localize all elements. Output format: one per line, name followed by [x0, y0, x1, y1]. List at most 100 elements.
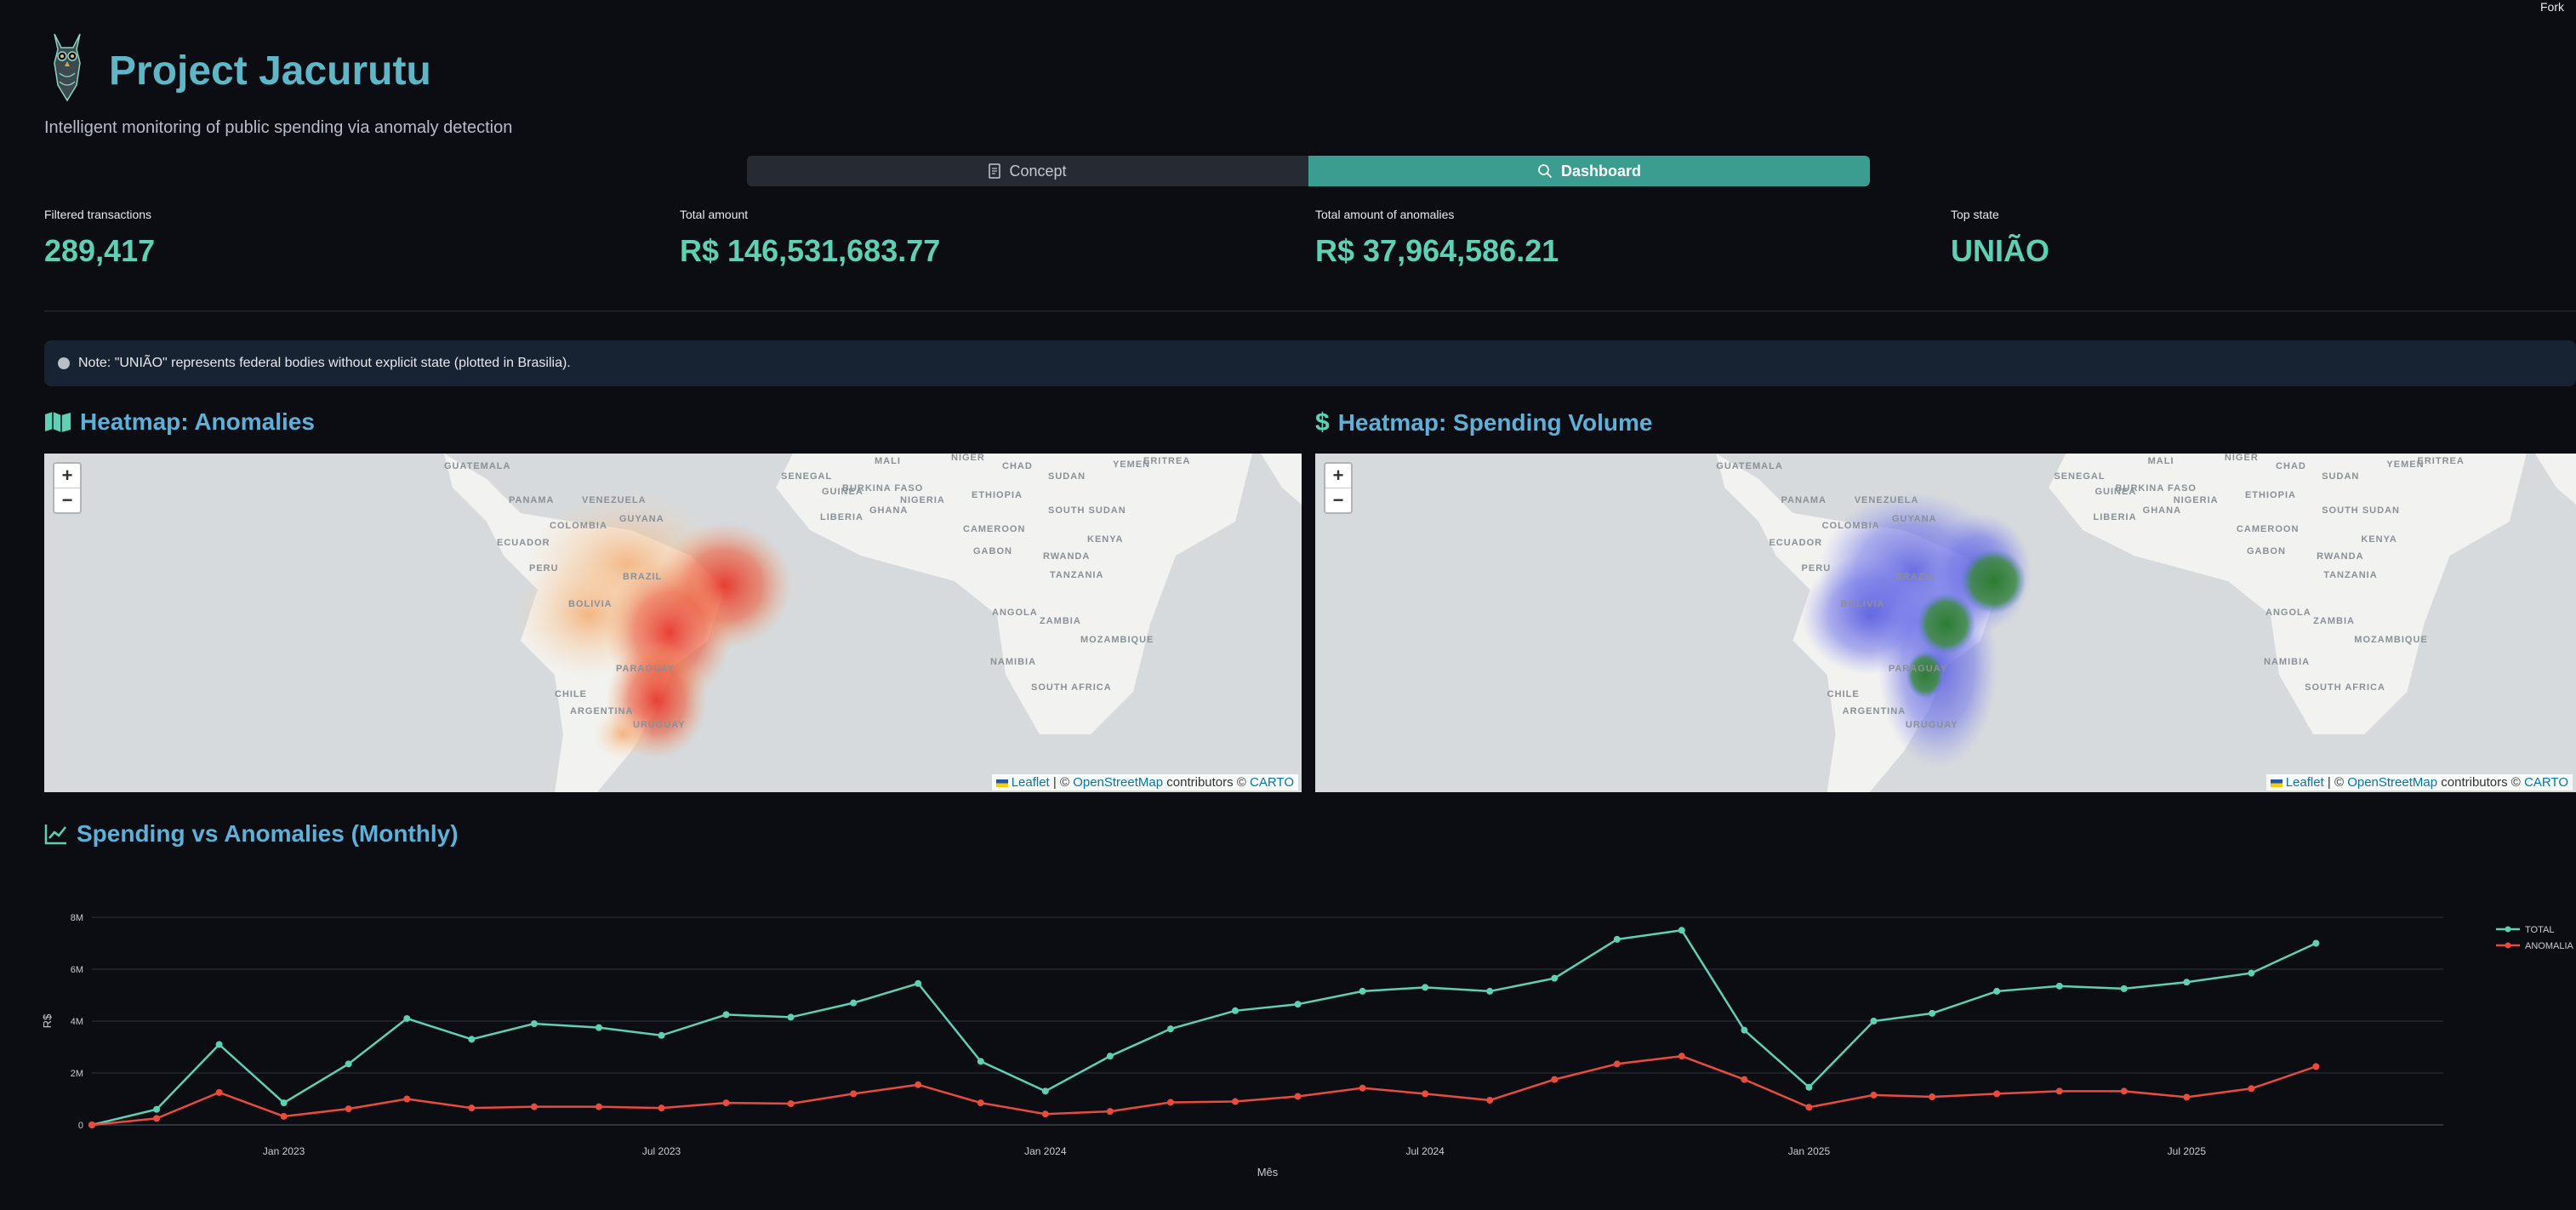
data-point[interactable] [2120, 985, 2128, 992]
data-point[interactable] [1741, 1026, 1748, 1034]
zoom-in-button[interactable]: + [1325, 464, 1351, 488]
data-point[interactable] [787, 1099, 795, 1107]
data-point[interactable] [722, 1099, 730, 1107]
anomalies-heatmap[interactable]: GUATEMALA PANAMA VENEZUELA COLOMBIA GUYANA EC… [44, 454, 1302, 792]
country-label: BOLIVIA [568, 599, 613, 609]
osm-link[interactable]: OpenStreetMap [2347, 775, 2438, 790]
data-point[interactable] [2183, 979, 2191, 986]
data-point[interactable] [468, 1036, 476, 1043]
data-point[interactable] [1678, 927, 1685, 934]
data-point[interactable] [153, 1115, 161, 1122]
map-canvas[interactable]: GUATEMALA PANAMA VENEZUELA COLOMBIA GUYANA EC… [44, 454, 1302, 792]
country-label: ERITREA [1143, 456, 1190, 466]
data-point[interactable] [1741, 1076, 1748, 1083]
monthly-line-chart[interactable]: 0 2M 4M 6M 8M Jan 2023 Jul 2023 Jan 2024 Jul 202… [34, 893, 2576, 1210]
data-point[interactable] [280, 1112, 288, 1120]
data-point[interactable] [2248, 969, 2255, 977]
data-point[interactable] [280, 1099, 288, 1107]
data-point[interactable] [1166, 1099, 1174, 1106]
country-label: GUYANA [1892, 514, 1937, 524]
data-point[interactable] [1486, 1097, 1494, 1104]
data-point[interactable] [1106, 1053, 1114, 1060]
legend-label[interactable]: TOTAL [2525, 925, 2554, 935]
data-point[interactable] [1870, 1091, 1878, 1099]
data-point[interactable] [1993, 987, 2001, 995]
data-point[interactable] [1231, 1007, 1239, 1014]
country-label: ARGENTINA [570, 706, 633, 716]
data-point[interactable] [1422, 1090, 1429, 1098]
osm-link[interactable]: OpenStreetMap [1073, 775, 1164, 790]
data-point[interactable] [153, 1105, 161, 1113]
metric-value: UNIÃO [1951, 233, 2049, 268]
metric-label: Total amount of anomalies [1315, 208, 1455, 221]
data-point[interactable] [345, 1105, 352, 1113]
data-point[interactable] [977, 1058, 984, 1065]
zoom-out-button[interactable]: − [61, 489, 73, 511]
data-point[interactable] [1231, 1098, 1239, 1105]
data-point[interactable] [2055, 982, 2063, 990]
data-point[interactable] [1359, 1084, 1366, 1092]
data-point[interactable] [1551, 1076, 1559, 1083]
country-label: NIGERIA [2174, 495, 2219, 505]
data-point[interactable] [468, 1104, 476, 1112]
data-point[interactable] [915, 1081, 922, 1088]
data-point[interactable] [595, 1103, 602, 1110]
data-point[interactable] [850, 999, 858, 1007]
carto-link[interactable]: CARTO [1250, 775, 1294, 790]
leaflet-link[interactable]: Leaflet [1011, 775, 1050, 790]
data-point[interactable] [1929, 1009, 1936, 1017]
data-point[interactable] [88, 1122, 95, 1128]
data-point[interactable] [787, 1013, 795, 1021]
data-point[interactable] [1805, 1104, 1813, 1111]
data-point[interactable] [1613, 935, 1621, 943]
zoom-in-button[interactable]: + [54, 464, 80, 488]
data-point[interactable] [345, 1060, 352, 1068]
data-point[interactable] [977, 1099, 984, 1107]
data-point[interactable] [2248, 1085, 2255, 1093]
data-point[interactable] [595, 1024, 602, 1031]
country-label: ECUADOR [497, 538, 550, 548]
data-point[interactable] [403, 1014, 411, 1022]
data-point[interactable] [722, 1011, 730, 1019]
data-point[interactable] [1486, 987, 1494, 995]
data-point[interactable] [1551, 974, 1559, 982]
data-point[interactable] [915, 979, 922, 987]
fork-link[interactable]: Fork [2540, 0, 2564, 14]
leaflet-link[interactable]: Leaflet [2285, 775, 2324, 790]
legend-label[interactable]: ANOMALIA [2525, 941, 2574, 951]
data-point[interactable] [530, 1020, 538, 1028]
data-point[interactable] [1294, 1093, 1302, 1100]
data-point[interactable] [1993, 1090, 2001, 1098]
data-point[interactable] [658, 1104, 665, 1112]
data-point[interactable] [1805, 1083, 1813, 1091]
tab-concept[interactable]: Concept [747, 156, 1308, 186]
data-point[interactable] [1041, 1087, 1049, 1095]
data-point[interactable] [2183, 1093, 2191, 1101]
data-point[interactable] [1422, 984, 1429, 991]
data-point[interactable] [1106, 1108, 1114, 1116]
carto-link[interactable]: CARTO [2524, 775, 2568, 790]
data-point[interactable] [403, 1095, 411, 1103]
zoom-out-button[interactable]: − [1332, 489, 1344, 511]
data-point[interactable] [2312, 1063, 2320, 1070]
data-point[interactable] [2120, 1087, 2128, 1095]
tab-dashboard[interactable]: Dashboard [1308, 156, 1870, 186]
volume-heatmap[interactable]: GUATEMALA PANAMA VENEZUELA COLOMBIA GUYANA EC… [1315, 454, 2576, 792]
data-point[interactable] [2312, 939, 2320, 947]
data-point[interactable] [1613, 1060, 1621, 1068]
data-point[interactable] [1166, 1025, 1174, 1033]
data-point[interactable] [215, 1041, 223, 1048]
data-point[interactable] [1359, 987, 1366, 995]
data-point[interactable] [1294, 1001, 1302, 1008]
data-point[interactable] [1041, 1110, 1049, 1118]
data-point[interactable] [1870, 1018, 1878, 1025]
data-point[interactable] [658, 1031, 665, 1039]
data-point[interactable] [1929, 1093, 1936, 1101]
data-point[interactable] [2055, 1087, 2063, 1095]
data-point[interactable] [215, 1088, 223, 1096]
data-point[interactable] [850, 1090, 858, 1098]
data-point[interactable] [530, 1103, 538, 1110]
data-point[interactable] [1678, 1053, 1685, 1060]
map-canvas[interactable]: GUATEMALA PANAMA VENEZUELA COLOMBIA GUYANA EC… [1315, 454, 2576, 792]
country-label: NAMIBIA [2264, 657, 2310, 667]
